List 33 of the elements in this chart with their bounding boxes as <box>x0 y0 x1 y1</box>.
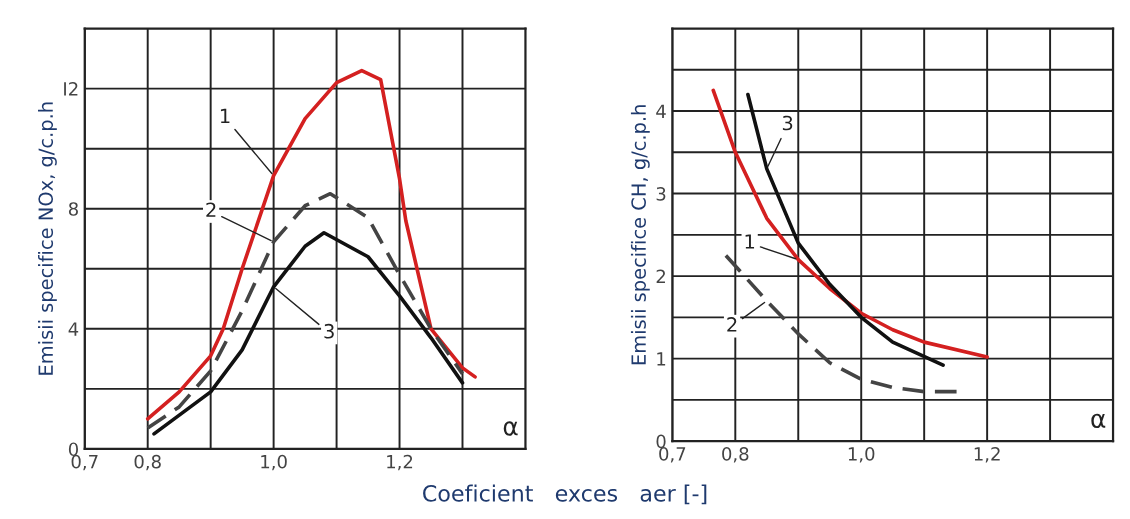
annotation: 2 <box>206 202 216 217</box>
line-series <box>145 68 477 421</box>
y-tick-label: 2 <box>656 269 665 283</box>
x-tick-label: 1,0 <box>848 447 875 463</box>
annotation: α <box>503 421 518 436</box>
y-tick-label: 4 <box>656 104 666 118</box>
y-tick-label: 8 <box>68 202 78 216</box>
annotation: α <box>1091 413 1106 428</box>
annotation: 1 <box>220 108 230 124</box>
annotation: 3 <box>324 323 334 339</box>
x-tick-label: 1,0 <box>261 454 287 471</box>
x-tick-label: 0,8 <box>722 447 749 463</box>
y-axis-title: Emisii specifice CH, g/c.p.h <box>630 105 650 365</box>
y-tick-label: 1 <box>657 352 666 366</box>
x-tick-label: 0,8 <box>134 454 161 471</box>
annotation: 1 <box>745 234 755 249</box>
line-series <box>711 88 989 359</box>
x-axis-title: Coeficient exces aer [-] <box>423 484 707 505</box>
line-series <box>746 92 945 368</box>
y-tick-label: 0 <box>68 442 78 457</box>
y-axis-title: Emisii specifice NOx, g/c.p.h <box>38 102 57 375</box>
annotation: 3 <box>782 115 793 131</box>
y-tick-label: 0 <box>656 434 666 449</box>
line-series <box>152 230 465 436</box>
annotation: 2 <box>727 317 737 332</box>
x-tick-label: 1,2 <box>974 447 1000 463</box>
y-tick-label: 4 <box>68 322 79 336</box>
x-tick-label: 0,7 <box>71 454 98 471</box>
line-series <box>145 191 465 430</box>
x-tick-label: 0,7 <box>659 447 686 463</box>
y-tick-label: I2 <box>64 82 78 96</box>
y-tick-label: 3 <box>656 187 666 201</box>
x-tick-label: 1,2 <box>387 454 413 471</box>
